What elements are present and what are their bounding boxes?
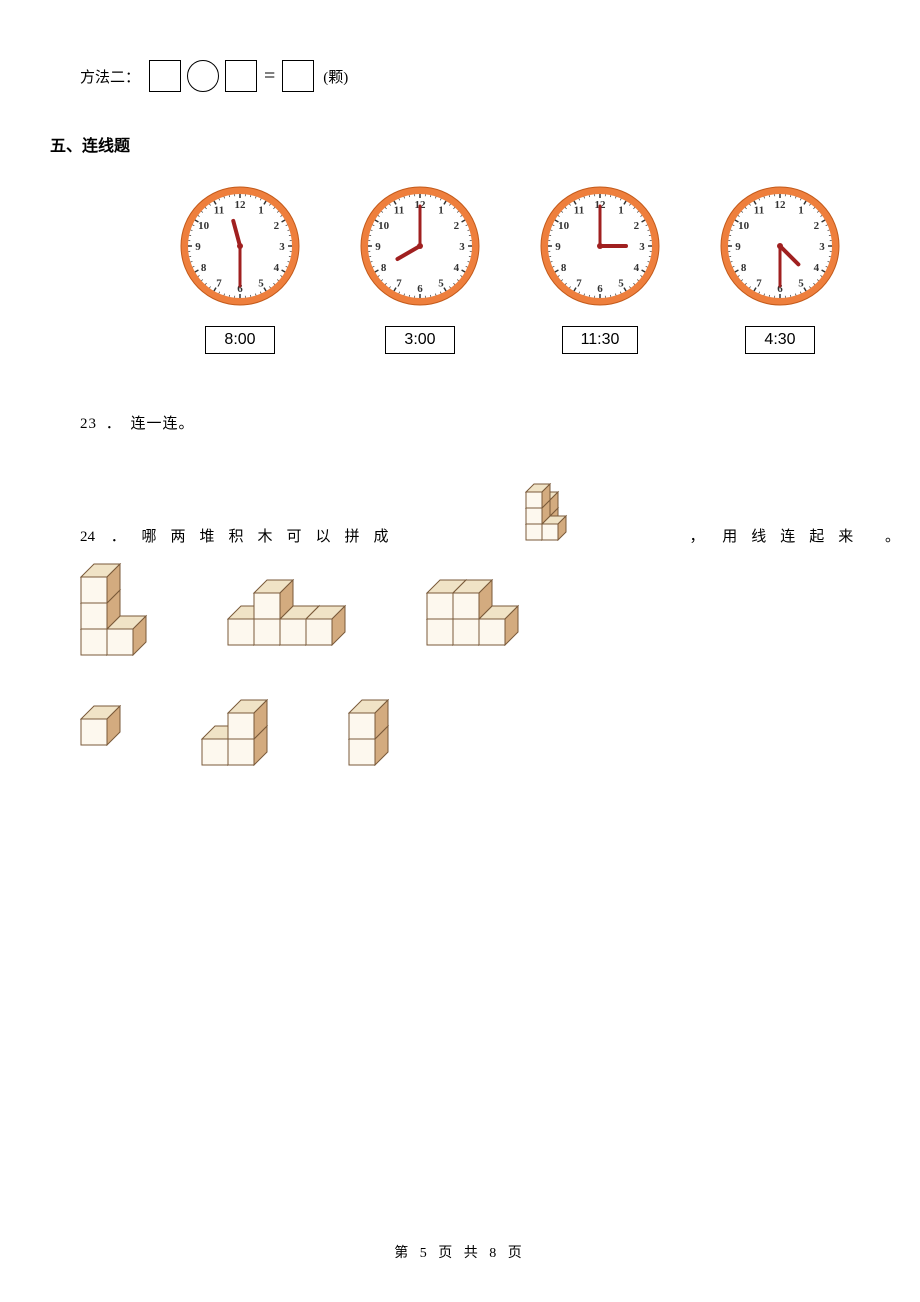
clocks-area: 123456789101112 123456789101112 12345678… (170, 186, 890, 406)
svg-text:1: 1 (438, 205, 444, 217)
time-label-3: 11:30 (530, 326, 670, 354)
svg-text:3: 3 (639, 241, 645, 253)
svg-text:2: 2 (274, 220, 280, 232)
svg-text:1: 1 (798, 205, 804, 217)
svg-text:5: 5 (618, 277, 624, 289)
svg-text:5: 5 (798, 277, 804, 289)
q23-number: 23 (80, 416, 97, 432)
equation-operand-box-1[interactable] (149, 60, 181, 92)
svg-text:3: 3 (459, 241, 465, 253)
svg-text:8: 8 (201, 262, 207, 274)
equation-operand-box-2[interactable] (225, 60, 257, 92)
time-label-4: 4:30 (710, 326, 850, 354)
svg-text:9: 9 (375, 241, 381, 253)
svg-text:3: 3 (279, 241, 285, 253)
svg-text:7: 7 (756, 277, 762, 289)
clock-3: 123456789101112 (530, 186, 670, 311)
block-row-1-shape-1 (80, 566, 147, 656)
q24-text-a: 哪两堆积木可以拼成 (142, 529, 403, 545)
unit-label: (颗) (323, 66, 348, 87)
q24-dot: ． (111, 529, 126, 545)
svg-text:10: 10 (378, 220, 390, 232)
svg-text:4: 4 (274, 262, 280, 274)
svg-text:1: 1 (618, 205, 624, 217)
svg-text:9: 9 (735, 241, 741, 253)
svg-text:7: 7 (396, 277, 402, 289)
svg-text:2: 2 (814, 220, 820, 232)
svg-text:1: 1 (258, 205, 264, 217)
svg-text:7: 7 (576, 277, 582, 289)
svg-text:11: 11 (214, 205, 224, 217)
equals-sign: = (264, 65, 275, 88)
q24-comma: ， (689, 529, 704, 545)
svg-text:3: 3 (819, 241, 825, 253)
block-row-2-shape-2 (201, 696, 268, 766)
svg-text:12: 12 (775, 199, 787, 211)
svg-text:4: 4 (454, 262, 460, 274)
svg-text:10: 10 (198, 220, 210, 232)
q23-text: 连一连。 (131, 416, 195, 432)
method-two-row: 方法二： = (颗) (80, 60, 870, 92)
question-23-line: 23 ． 连一连。 (80, 412, 870, 433)
svg-text:11: 11 (574, 205, 584, 217)
blocks-grid (80, 566, 870, 766)
svg-text:2: 2 (634, 220, 640, 232)
svg-text:7: 7 (216, 277, 222, 289)
svg-text:9: 9 (195, 241, 201, 253)
block-row-1 (80, 566, 870, 656)
svg-text:8: 8 (741, 262, 747, 274)
q24-number: 24 (80, 529, 95, 545)
time-label-1: 8:00 (170, 326, 310, 354)
svg-text:4: 4 (814, 262, 820, 274)
equation-operator-circle[interactable] (187, 60, 219, 92)
block-row-2-shape-1 (80, 696, 121, 746)
clock-4: 123456789101112 (710, 186, 850, 311)
block-row-1-shape-3 (426, 566, 519, 646)
question-24-line: 24 ． 哪两堆积木可以拼成 ， 用线连起来 。 (80, 483, 900, 546)
method-label: 方法二： (80, 66, 140, 87)
svg-text:12: 12 (235, 199, 247, 211)
block-row-2 (80, 696, 870, 766)
svg-text:5: 5 (258, 277, 264, 289)
block-row-1-shape-2 (227, 566, 346, 646)
page-footer: 第 5 页 共 8 页 (0, 1242, 920, 1262)
section-5-title: 五、连线题 (50, 132, 870, 156)
q23-dot: ． (106, 416, 122, 432)
clock-1: 123456789101112 (170, 186, 310, 311)
svg-text:6: 6 (417, 283, 423, 295)
svg-text:6: 6 (597, 283, 603, 295)
q24-text-b: 用线连起来 (722, 529, 867, 545)
equation-result-box[interactable] (282, 60, 314, 92)
block-row-2-shape-3 (348, 696, 389, 766)
svg-text:11: 11 (394, 205, 404, 217)
svg-text:8: 8 (561, 262, 567, 274)
svg-text:9: 9 (555, 241, 561, 253)
q24-period: 。 (885, 529, 900, 545)
svg-text:8: 8 (381, 262, 387, 274)
svg-text:10: 10 (738, 220, 750, 232)
svg-text:4: 4 (634, 262, 640, 274)
svg-text:2: 2 (454, 220, 460, 232)
svg-text:11: 11 (754, 205, 764, 217)
svg-text:5: 5 (438, 277, 444, 289)
time-label-2: 3:00 (350, 326, 490, 354)
svg-text:10: 10 (558, 220, 570, 232)
clock-2: 123456789101112 (350, 186, 490, 311)
target-block-shape (525, 483, 567, 546)
